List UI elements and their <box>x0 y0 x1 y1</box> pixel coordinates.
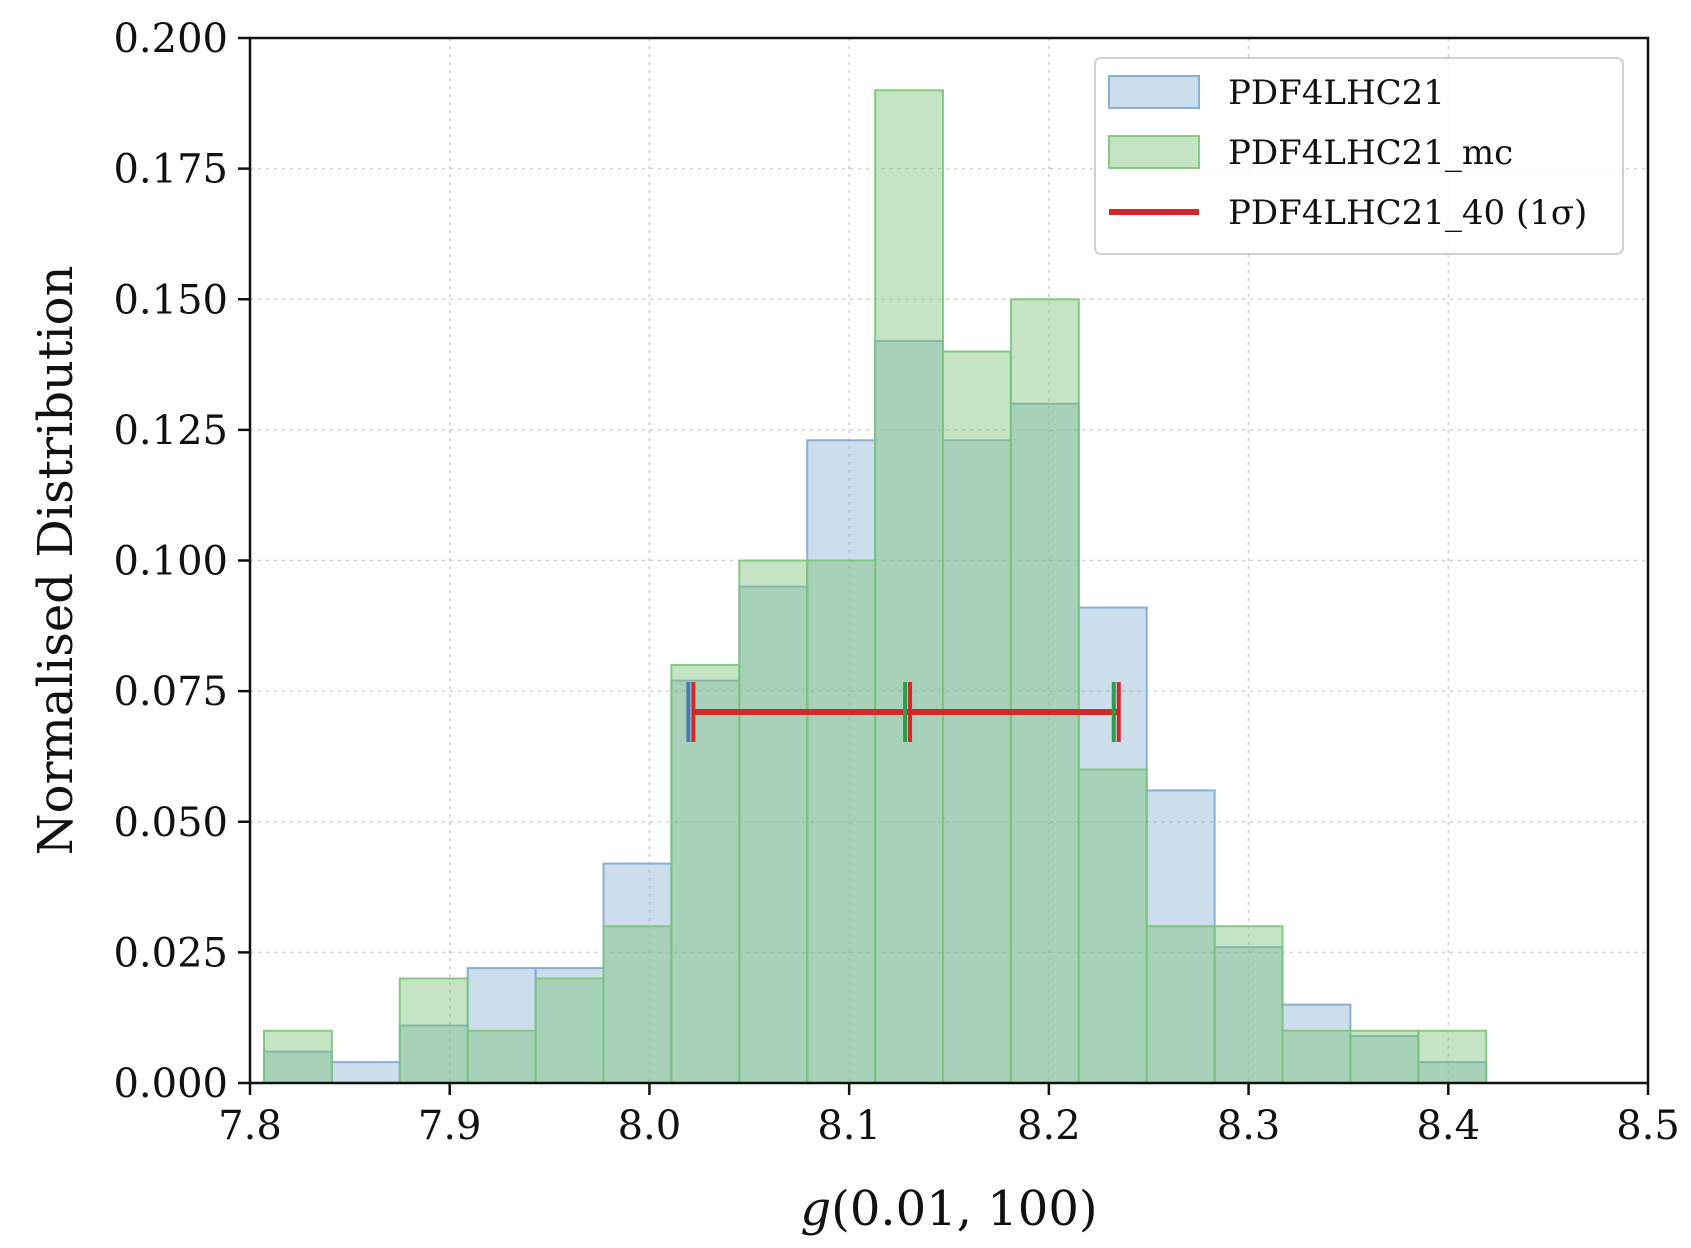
x-tick-label: 8.3 <box>1217 1103 1281 1149</box>
y-tick-label: 0.050 <box>113 800 228 846</box>
legend-box <box>1094 57 1624 255</box>
legend-label: PDF4LHC21 <box>1228 73 1445 113</box>
x-tick-label: 8.0 <box>618 1103 682 1149</box>
histogram-bar-pdf4lhc21-mc <box>1145 925 1216 1084</box>
y-axis-label: Normalised Distribution <box>28 266 84 856</box>
y-tick-label: 0.150 <box>113 277 228 323</box>
x-tick-label: 8.5 <box>1616 1103 1680 1149</box>
histogram-bar-pdf4lhc21-mc <box>806 559 877 1084</box>
histogram-bar-pdf4lhc21-mc <box>1349 1029 1420 1084</box>
y-tick-label: 0.000 <box>113 1061 228 1107</box>
histogram-bar-pdf4lhc21-mc <box>466 1029 537 1084</box>
y-tick-label: 0.175 <box>113 147 228 193</box>
legend-label: PDF4LHC21_mc <box>1228 133 1513 173</box>
x-tick-label: 8.1 <box>817 1103 881 1149</box>
histogram-bar-pdf4lhc21 <box>942 439 1012 1084</box>
histogram-bar-pdf4lhc21-mc <box>1009 298 1080 1084</box>
x-tick-label: 7.9 <box>418 1103 482 1149</box>
legend-swatch <box>1108 75 1200 109</box>
y-tick-label: 0.025 <box>113 930 228 976</box>
histogram-bar-pdf4lhc21-mc <box>738 559 809 1084</box>
histogram-bar-pdf4lhc21-mc <box>534 977 605 1084</box>
y-tick-label: 0.125 <box>113 408 228 454</box>
histogram-bar-pdf4lhc21 <box>330 1061 401 1084</box>
histogram-bar-pdf4lhc21-mc <box>398 977 469 1084</box>
histogram-bar-pdf4lhc21 <box>806 439 877 1084</box>
x-tick-label: 8.4 <box>1416 1103 1480 1149</box>
histogram-bar-pdf4lhc21-mc <box>262 1029 333 1084</box>
x-axis-label: g(0.01, 100) <box>800 1181 1097 1237</box>
histogram-bar-pdf4lhc21-mc <box>1077 768 1148 1084</box>
histogram-bar-pdf4lhc21-mc <box>874 89 945 1084</box>
histogram-bar-pdf4lhc21-mc <box>602 925 673 1084</box>
y-tick-label: 0.075 <box>113 669 228 715</box>
histogram-bar-pdf4lhc21-mc <box>1213 925 1284 1084</box>
x-tick-label: 7.8 <box>218 1103 282 1149</box>
histogram-bar-pdf4lhc21-mc <box>1417 1029 1488 1084</box>
histogram-bar-pdf4lhc21-mc <box>1281 1029 1352 1084</box>
x-tick-label: 8.2 <box>1017 1103 1081 1149</box>
legend-swatch <box>1108 135 1200 169</box>
histogram-bar-pdf4lhc21-mc <box>942 350 1012 1084</box>
y-tick-label: 0.100 <box>113 539 228 585</box>
y-tick-label: 0.200 <box>113 16 228 62</box>
histogram-bar-pdf4lhc21-mc <box>670 664 741 1084</box>
legend-label: PDF4LHC21_40 (1σ) <box>1228 193 1587 233</box>
